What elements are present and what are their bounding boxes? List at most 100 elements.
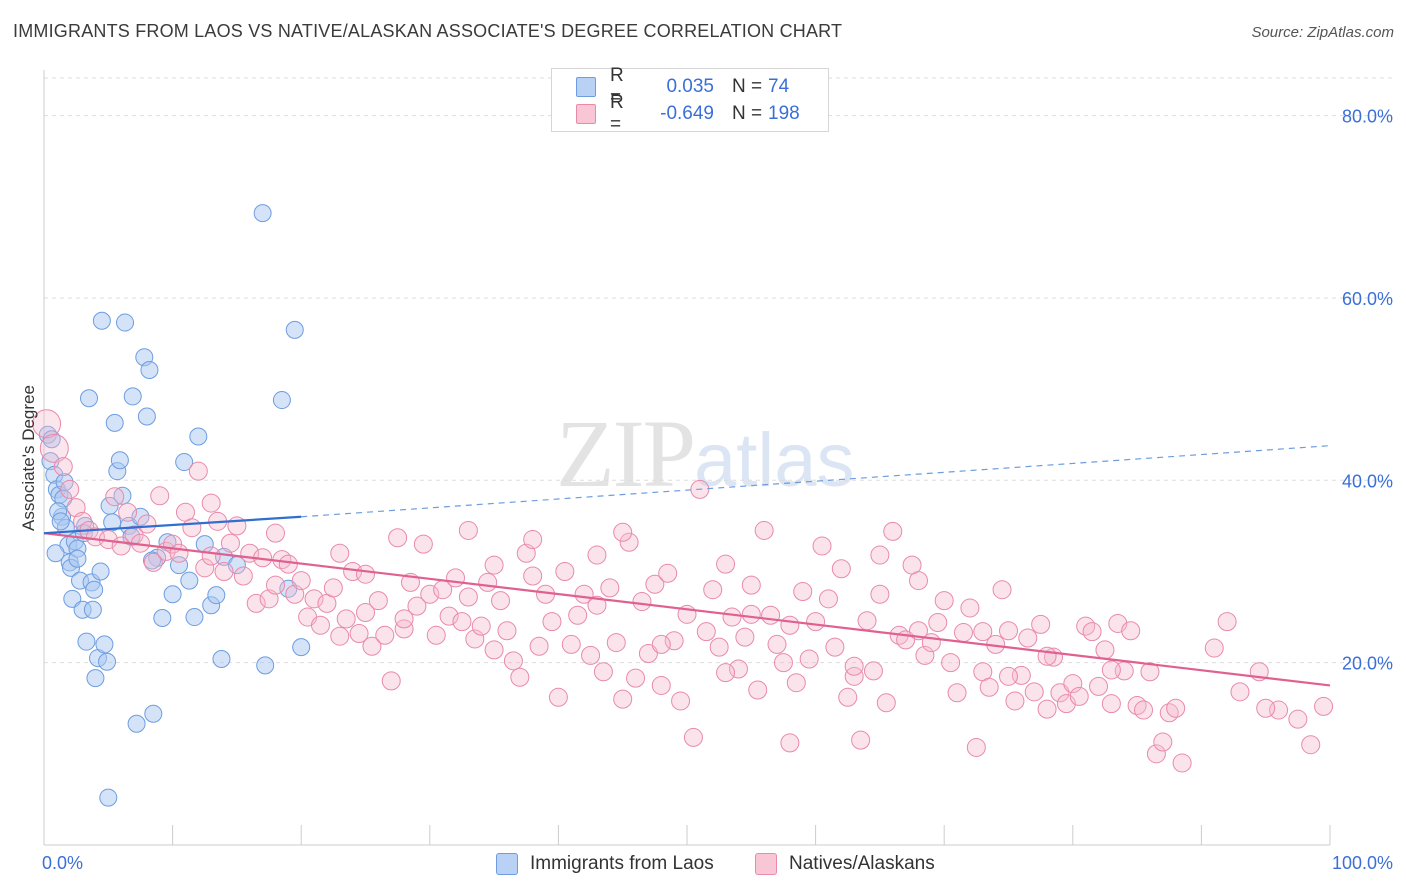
data-point-natives: [671, 691, 691, 711]
data-point-natives: [362, 636, 382, 656]
data-point-natives: [741, 604, 761, 624]
data-point-natives: [683, 727, 703, 747]
data-point-natives: [548, 687, 568, 707]
data-point-natives: [265, 523, 285, 543]
data-point-laos: [46, 544, 65, 563]
data-point-natives: [1146, 744, 1166, 764]
x-tick-label: 100.0%: [1332, 853, 1393, 873]
data-point-natives: [39, 433, 69, 463]
data-point-natives: [741, 575, 761, 595]
data-point-natives: [658, 563, 678, 583]
data-point-laos: [253, 204, 272, 223]
data-point-laos: [185, 608, 204, 627]
data-point-natives: [214, 561, 234, 581]
data-point-natives: [105, 487, 125, 507]
y-tick-label: 60.0%: [1342, 289, 1393, 309]
data-point-natives: [465, 629, 485, 649]
data-point-natives: [426, 625, 446, 645]
data-point-laos: [86, 669, 105, 688]
data-point-natives: [928, 613, 948, 633]
data-point-natives: [1031, 614, 1051, 634]
data-point-natives: [587, 595, 607, 615]
data-point-natives: [825, 637, 845, 657]
data-point-natives: [1037, 646, 1057, 666]
data-point-laos: [110, 451, 129, 470]
data-point-natives: [735, 627, 755, 647]
source-label: Source: ZipAtlas.com: [1251, 24, 1394, 41]
data-point-natives: [458, 587, 478, 607]
data-point-natives: [439, 606, 459, 626]
data-point-natives: [728, 659, 748, 679]
data-point-natives: [478, 572, 498, 592]
data-point-natives: [188, 461, 208, 481]
legend-n-label: N =: [732, 103, 763, 124]
watermark: ZIPatlas: [556, 398, 855, 509]
data-point-laos: [91, 562, 110, 581]
data-point-laos: [285, 320, 304, 339]
data-point-natives: [201, 493, 221, 513]
data-point-natives: [195, 558, 215, 578]
legend-n-value: 198: [768, 103, 800, 124]
data-point-natives: [233, 566, 253, 586]
data-point-natives: [529, 636, 549, 656]
data-point-natives: [613, 689, 633, 709]
data-point-natives: [201, 546, 221, 566]
data-point-natives: [844, 666, 864, 686]
data-point-natives: [523, 566, 543, 586]
data-point-laos: [80, 389, 99, 408]
data-point-natives: [593, 662, 613, 682]
data-point-natives: [773, 653, 793, 673]
data-point-natives: [407, 596, 427, 616]
data-point-natives: [420, 584, 440, 604]
data-point-natives: [510, 667, 530, 687]
trend-lines: [43, 445, 1331, 687]
data-point-natives: [696, 622, 716, 642]
data-point-natives: [143, 552, 163, 572]
data-point-natives: [1140, 662, 1160, 682]
data-point-laos: [116, 313, 135, 332]
data-point-laos: [153, 608, 172, 627]
data-point-natives: [220, 533, 240, 553]
data-point-laos: [127, 714, 146, 733]
data-point-natives: [831, 559, 851, 579]
data-point-natives: [542, 612, 562, 632]
data-point-natives: [265, 575, 285, 595]
data-point-natives: [844, 656, 864, 676]
data-point-natives: [1230, 682, 1250, 702]
x-tick-label: 0.0%: [42, 853, 83, 873]
data-point-natives: [446, 568, 466, 588]
watermark-atlas: atlas: [694, 418, 855, 503]
bottom-legend-natives[interactable]: Natives/Alaskans: [755, 853, 935, 875]
data-point-natives: [291, 571, 311, 591]
data-point-laos: [92, 311, 111, 330]
series-natives-alaskans: [32, 409, 1334, 773]
data-point-natives: [484, 555, 504, 575]
data-point-natives: [818, 589, 838, 609]
data-point-natives: [336, 609, 356, 629]
data-point-natives: [626, 668, 646, 688]
data-point-natives: [323, 578, 343, 598]
data-point-natives: [523, 530, 543, 550]
data-point-natives: [780, 615, 800, 635]
data-point-natives: [1314, 696, 1334, 716]
data-point-natives: [812, 536, 832, 556]
legend-r-value: 0.035: [666, 76, 714, 97]
data-point-natives: [709, 637, 729, 657]
data-point-natives: [883, 521, 903, 541]
data-point-laos: [256, 656, 275, 675]
data-point-natives: [246, 593, 266, 613]
data-point-natives: [1050, 683, 1070, 703]
data-point-natives: [484, 640, 504, 660]
data-point-laos: [292, 638, 311, 657]
data-point-laos: [140, 360, 159, 379]
data-point-natives: [491, 591, 511, 611]
data-point-natives: [310, 615, 330, 635]
data-point-natives: [1256, 698, 1276, 718]
bottom-legend-laos[interactable]: Immigrants from Laos: [496, 853, 714, 875]
data-point-natives: [1217, 612, 1237, 632]
data-point-natives: [999, 621, 1018, 641]
data-point-natives: [375, 625, 395, 645]
data-point-natives: [182, 518, 202, 538]
data-point-natives: [1024, 682, 1044, 702]
